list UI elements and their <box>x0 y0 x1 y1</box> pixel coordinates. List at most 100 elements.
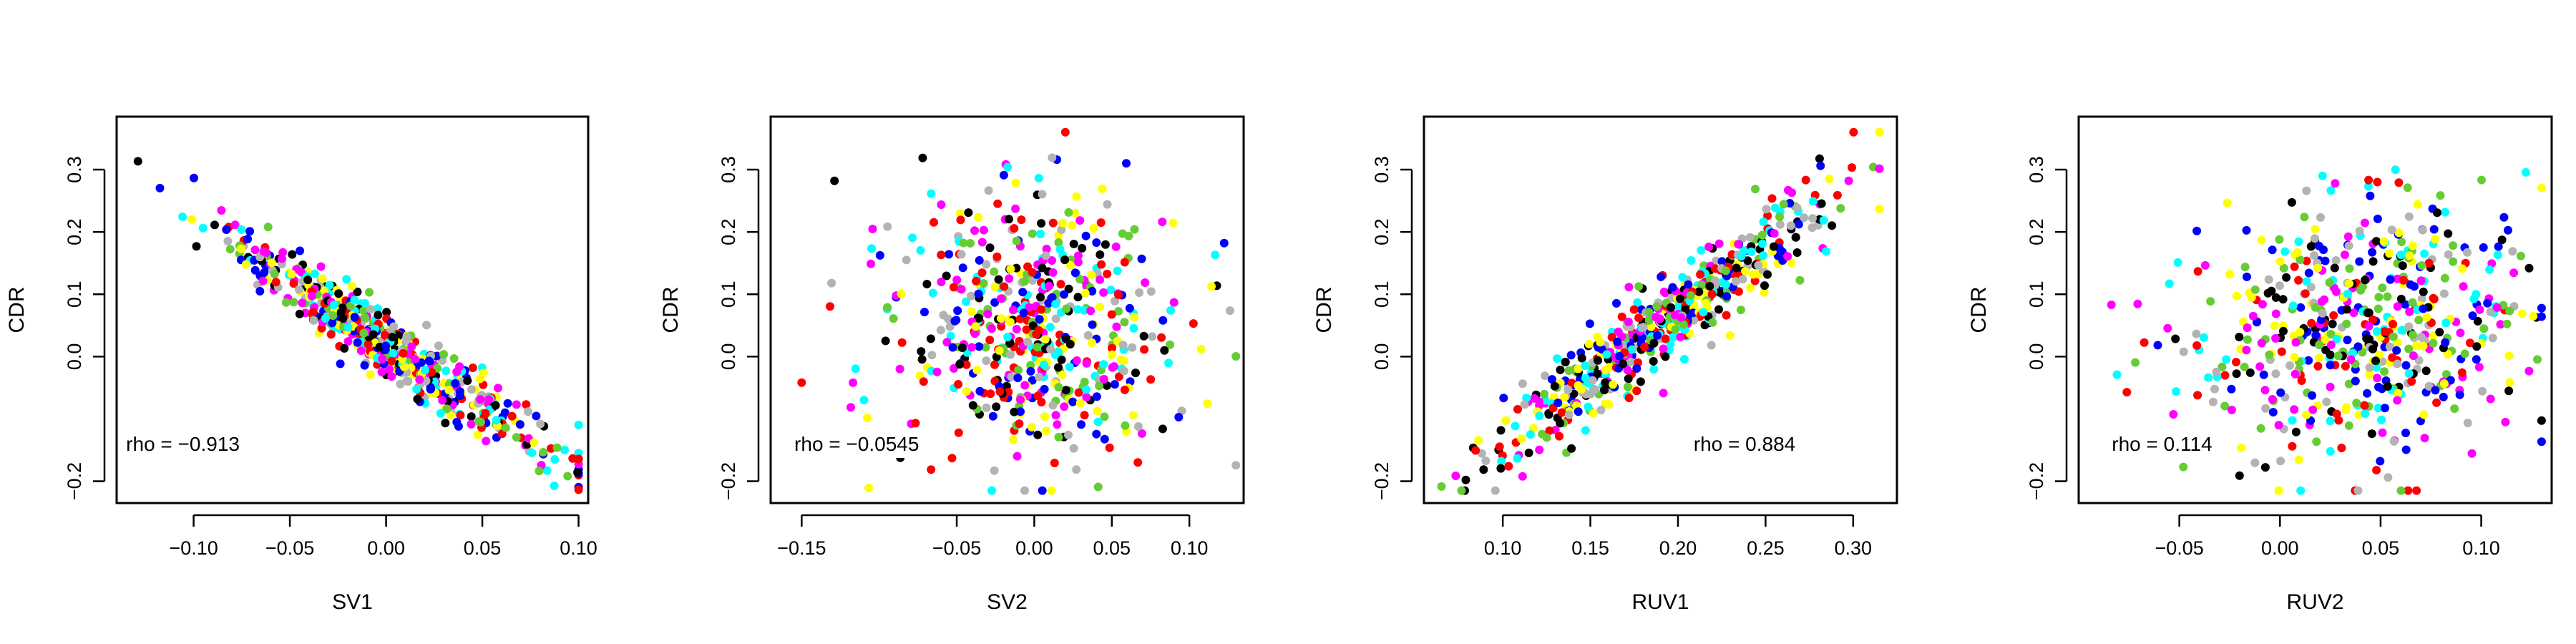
data-point <box>1734 240 1743 249</box>
data-point <box>2380 404 2389 413</box>
x-axis-label: SV2 <box>987 590 1028 614</box>
data-point <box>2504 225 2512 235</box>
data-point <box>1158 316 1168 325</box>
data-point <box>2408 330 2417 339</box>
data-point <box>1697 245 1706 255</box>
data-point <box>479 369 489 378</box>
data-point <box>2361 275 2370 285</box>
data-point <box>1231 461 1241 470</box>
data-point <box>2463 248 2472 257</box>
data-point <box>1093 406 1102 416</box>
data-point <box>1594 356 1603 365</box>
data-point <box>1064 430 1073 439</box>
data-point <box>1073 258 1083 267</box>
rho-annotation: rho = 0.114 <box>2112 433 2212 455</box>
data-point <box>2537 183 2546 192</box>
data-point <box>1669 333 1678 341</box>
scatter-panel-1: −0.10 −0.05 0.00 0.05 0.10 SV1 −0.2 0.0 0.1 0.2 0.… <box>5 115 597 614</box>
rho-annotation: rho = 0.884 <box>1694 433 1795 455</box>
data-point <box>278 248 288 257</box>
data-point <box>1033 430 1043 439</box>
data-point <box>2349 308 2358 318</box>
points-group <box>133 157 583 494</box>
data-point <box>1040 384 1049 394</box>
data-point <box>353 338 362 347</box>
data-point <box>827 278 836 288</box>
data-point <box>2271 333 2280 343</box>
data-point <box>2419 410 2429 419</box>
data-point <box>1026 361 1035 370</box>
data-point <box>1644 308 1654 317</box>
data-point <box>1056 280 1065 289</box>
data-point <box>1674 302 1683 311</box>
data-point <box>1679 320 1688 329</box>
data-point <box>1166 306 1175 315</box>
data-point <box>927 465 936 474</box>
data-point <box>2478 386 2487 396</box>
data-point <box>1588 376 1597 385</box>
data-point <box>303 275 313 285</box>
data-point <box>446 411 455 420</box>
data-point <box>2346 355 2356 364</box>
data-point <box>2393 396 2402 405</box>
data-point <box>187 215 197 224</box>
data-point <box>2449 257 2458 266</box>
data-point <box>366 370 375 379</box>
data-point <box>2414 356 2424 365</box>
data-point <box>920 308 929 317</box>
data-point <box>2479 324 2489 333</box>
data-point <box>503 399 512 408</box>
data-point <box>2435 328 2444 337</box>
data-point <box>1057 355 1066 364</box>
data-point <box>2436 191 2445 200</box>
data-point <box>2459 282 2468 291</box>
data-point <box>377 367 386 376</box>
data-point <box>1612 298 1621 308</box>
data-point <box>2373 404 2383 413</box>
data-point <box>1707 290 1717 299</box>
data-point <box>1072 192 1081 201</box>
data-point <box>2472 355 2481 364</box>
data-point <box>2107 301 2116 309</box>
data-point <box>1092 429 1101 439</box>
data-point <box>956 215 965 225</box>
data-point <box>262 248 271 258</box>
data-point <box>2173 258 2182 267</box>
data-point <box>1481 457 1491 465</box>
y-tick-label: 0.3 <box>718 156 739 183</box>
data-point <box>2420 434 2429 443</box>
x-axis-label: RUV1 <box>1631 590 1689 614</box>
data-point <box>966 239 975 248</box>
data-point <box>939 311 948 320</box>
data-point <box>1717 257 1727 266</box>
data-point <box>937 200 946 209</box>
data-point <box>2307 318 2316 328</box>
data-point <box>859 396 869 405</box>
data-point <box>1775 213 1784 221</box>
data-point <box>994 275 1003 284</box>
data-point <box>474 417 483 426</box>
data-point <box>2379 237 2389 246</box>
data-point <box>957 343 967 352</box>
data-point <box>178 212 187 221</box>
data-point <box>2329 311 2338 320</box>
data-point <box>2504 386 2514 396</box>
data-point <box>919 377 928 386</box>
data-point <box>2376 457 2385 466</box>
data-point <box>2483 298 2492 308</box>
data-point <box>2344 241 2353 250</box>
data-point <box>1770 229 1779 238</box>
data-point <box>2360 218 2369 228</box>
data-point <box>1013 374 1023 383</box>
data-point <box>1137 254 1146 263</box>
data-point <box>2416 276 2426 286</box>
data-point <box>2288 416 2297 425</box>
data-point <box>155 183 165 192</box>
data-point <box>1457 486 1466 495</box>
data-point <box>2368 344 2377 353</box>
data-point <box>2431 386 2440 395</box>
data-point <box>1003 162 1013 172</box>
data-point <box>975 342 984 351</box>
data-point <box>574 454 583 464</box>
